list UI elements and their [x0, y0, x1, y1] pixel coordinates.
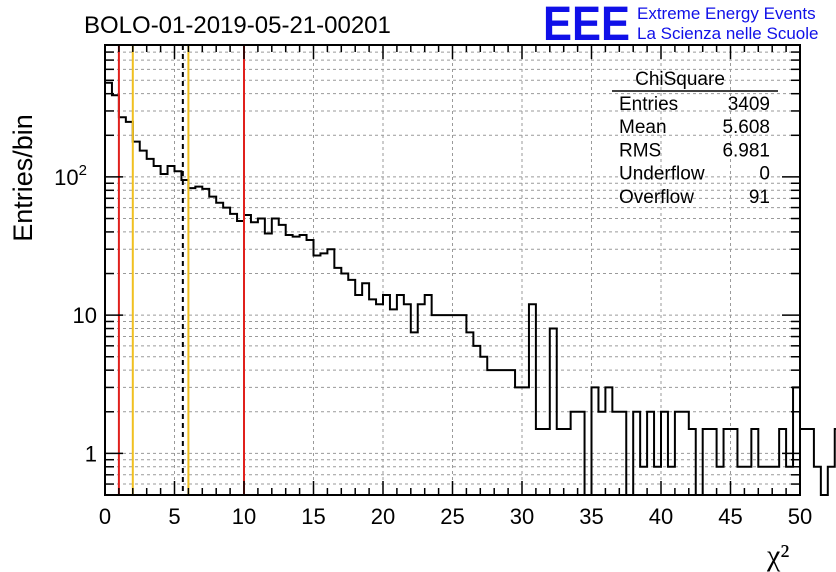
y-tick-label: 10 — [73, 303, 97, 328]
stats-box: ChiSquare Entries 3409 Mean 5.608 RMS 6.981 Un… — [612, 69, 778, 208]
x-axis-label: χ² — [766, 539, 789, 572]
tick-labels: 0 5 10 15 20 25 30 35 40 45 50 1 10 102 — [54, 162, 812, 529]
stats-label: Overflow — [619, 187, 694, 208]
stats-label: Entries — [619, 94, 678, 115]
x-tick-label: 5 — [168, 504, 180, 529]
y-axis-label: Entries/bin — [8, 114, 38, 242]
x-tick-label: 10 — [232, 504, 256, 529]
x-tick-label: 30 — [510, 504, 534, 529]
chart-title: BOLO-01-2019-05-21-00201 — [84, 12, 391, 39]
x-tick-label: 15 — [301, 504, 325, 529]
logo-line2: La Scienza nelle Scuole — [637, 24, 818, 43]
y-tick-label: 1 — [85, 441, 97, 466]
y-tick-label: 102 — [54, 162, 87, 190]
stats-title: ChiSquare — [635, 69, 725, 90]
stats-value: 0 — [759, 164, 770, 185]
logo-line1: Extreme Energy Events — [637, 4, 816, 23]
x-tick-label: 20 — [371, 504, 395, 529]
stats-label: Underflow — [619, 164, 705, 185]
histogram-outline — [104, 81, 836, 496]
x-tick-label: 0 — [99, 504, 111, 529]
x-tick-label: 50 — [788, 504, 812, 529]
eee-logo: EEE Extreme Energy Events La Scienza nel… — [543, 0, 818, 51]
stats-value: 6.981 — [722, 140, 770, 161]
axes-ticks — [104, 44, 801, 496]
grid — [105, 44, 800, 496]
x-tick-label: 35 — [579, 504, 603, 529]
stats-rows: Entries 3409 Mean 5.608 RMS 6.981 Underflow 0 Ov… — [619, 94, 770, 208]
cut-lines — [117, 45, 245, 495]
histogram-bars — [104, 81, 836, 496]
stats-value: 3409 — [728, 94, 770, 115]
x-tick-label: 25 — [440, 504, 464, 529]
stats-value: 5.608 — [722, 117, 770, 138]
logo-letters: EEE — [543, 0, 630, 51]
stats-label: Mean — [619, 117, 667, 138]
stats-value: 91 — [749, 187, 770, 208]
stats-label: RMS — [619, 140, 661, 161]
x-tick-label: 45 — [718, 504, 742, 529]
x-tick-label: 40 — [649, 504, 673, 529]
